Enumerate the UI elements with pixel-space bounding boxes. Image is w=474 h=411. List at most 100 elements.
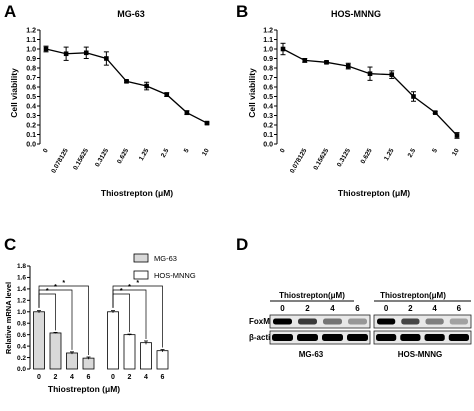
chart-c-xtick-label: 0: [37, 374, 41, 381]
blot-treatment-label-2: Thiostrepton(μM): [380, 291, 446, 300]
chart-c-bar: [49, 332, 62, 370]
chart-b-data-point: [389, 72, 395, 77]
blot-lane-label: 2: [408, 304, 413, 313]
chart-b-ytick-label: 1.1: [263, 37, 273, 44]
chart-c-ytick-label: 0.0: [17, 366, 26, 373]
blot-lane-label: 0: [280, 304, 285, 313]
chart-a-data-point: [63, 51, 69, 57]
blot-lane-label: 0: [384, 304, 389, 313]
chart-b-xlabel: Thiostrepton (μM): [338, 188, 410, 198]
chart-c: Relative mRNA level Thiostrepton (μM) 0.…: [4, 253, 196, 394]
chart-c-ytick-label: 1.6: [17, 275, 26, 282]
chart-c-bar: [107, 311, 119, 370]
chart-a-ylabel: Cell viability: [9, 68, 19, 118]
chart-b-data-point: [280, 46, 286, 52]
chart-c-bar: [82, 357, 95, 370]
blot-lane-label: 2: [305, 304, 310, 313]
chart-a-xtick-label: 0.15625: [72, 147, 90, 171]
chart-b-data-point: [324, 60, 329, 65]
chart-a-ytick-label: 0.8: [26, 65, 36, 72]
chart-a-title: MG-63: [117, 9, 145, 19]
chart-c-xtick-label: 4: [144, 374, 148, 381]
legend-swatch-hosmnng: [133, 270, 149, 280]
chart-a-ytick-label: 0.0: [26, 141, 36, 148]
chart-c-ytick-label: 0.8: [17, 320, 26, 327]
panel-letter-b: B: [236, 2, 248, 21]
chart-a-xtick-label: 1.25: [138, 147, 151, 162]
chart-b-ytick-label: 0.8: [263, 65, 273, 72]
chart-b-xtick-label: 0.15625: [312, 147, 330, 171]
chart-c-xtick-label: 2: [128, 374, 132, 381]
blot-lane-label: 4: [330, 304, 335, 313]
chart-b-series-line: [282, 48, 458, 136]
blot-strip-actin: [269, 330, 371, 345]
chart-c-bar: [156, 350, 169, 370]
chart-c-significance-bracket: [112, 285, 163, 348]
blot-strip-actin: [373, 330, 472, 345]
chart-a-data-point: [184, 110, 190, 115]
chart-c-ytick-label: 0.2: [17, 355, 26, 362]
chart-a-ytick-label: 0.6: [26, 84, 36, 91]
chart-a-xtick-label: 0.625: [116, 147, 130, 165]
panel-letter-d: D: [236, 235, 248, 254]
chart-b-ytick-label: 1.0: [263, 46, 273, 53]
western-blot: Thiostrepton(μM) Thiostrepton(μM) FoxM1 …: [249, 291, 472, 359]
chart-b-xtick-label: 0.3125: [336, 147, 352, 168]
legend-label-hosmnng: HOS-MNNG: [154, 271, 196, 280]
chart-c-ylabel: Relative mRNA level: [4, 282, 13, 354]
chart-a-xtick-label: 10: [201, 147, 211, 157]
blot-group-hosmnng: 0 2 4 6: [373, 304, 472, 345]
chart-c-significance-star: *: [128, 284, 131, 291]
chart-c-bar: [140, 342, 152, 370]
chart-a: MG-63 Cell viability Thiostrepton (μM) 0…: [9, 9, 211, 198]
chart-a-data-point: [164, 92, 170, 97]
blot-band-foxm1: [298, 318, 317, 325]
chart-b-data-point: [302, 58, 308, 63]
blot-band-actin: [322, 334, 343, 341]
chart-c-xtick-label: 2: [54, 374, 58, 381]
chart-b-plot: 0.0 0.1 0.2 0.3 0.4 0.5 0.6 0.7 0.8 0.9 1.0 1.1 1.2 0…: [263, 27, 461, 174]
chart-a-data-point: [124, 79, 129, 84]
chart-b-xtick-label: 2.5: [407, 147, 418, 159]
chart-b-data-point: [345, 63, 351, 69]
chart-c-significance-star: *: [136, 280, 139, 287]
chart-a-ytick-label: 0.3: [26, 113, 36, 120]
blot-lane-label: 4: [432, 304, 437, 313]
blot-band-actin: [272, 334, 293, 341]
chart-a-xtick-label: 0.078125: [50, 147, 70, 174]
chart-a-ytick-label: 0.5: [26, 94, 36, 101]
blot-treatment-label-1: Thiostrepton(μM): [279, 291, 345, 300]
blot-lane-label: 6: [457, 304, 462, 313]
legend-swatch-mg63: [133, 253, 149, 263]
chart-a-xtick-label: 0.3125: [94, 147, 110, 168]
blot-band-foxm1: [401, 318, 420, 325]
chart-c-ytick-label: 1.4: [17, 286, 26, 293]
chart-b-ytick-label: 0.5: [263, 94, 273, 101]
chart-b-data-point: [411, 94, 416, 99]
panel-letter-a: A: [4, 2, 16, 21]
chart-c-significance-star: *: [120, 288, 123, 295]
chart-c-significance-bracket: [38, 285, 89, 355]
chart-a-data-point: [43, 46, 49, 52]
chart-c-significance-star: *: [46, 288, 49, 295]
chart-c-ytick-label: 1.0: [17, 309, 26, 316]
chart-b-ytick-label: 1.2: [263, 27, 273, 34]
panel-letter-c: C: [4, 235, 16, 254]
blot-group-mg63: 0 2 4 6: [269, 304, 371, 345]
chart-b-ytick-label: 0.7: [263, 75, 273, 82]
chart-a-xtick-label: 0: [42, 147, 50, 154]
chart-a-data-point: [83, 50, 89, 56]
blot-band-foxm1: [377, 318, 396, 325]
chart-b-data-point: [454, 133, 460, 138]
chart-a-ytick-label: 1.1: [26, 37, 36, 44]
chart-a-ytick-label: 0.2: [26, 122, 36, 129]
blot-band-actin: [448, 334, 469, 341]
chart-b-ytick-label: 0.1: [263, 132, 273, 139]
blot-band-actin: [424, 334, 445, 341]
chart-c-xtick-label: 6: [87, 374, 91, 381]
chart-c-significance-star: *: [62, 280, 65, 287]
chart-b-xtick-label: 1.25: [383, 147, 396, 162]
legend-label-mg63: MG-63: [154, 254, 177, 263]
chart-b-ytick-label: 0.6: [263, 84, 273, 91]
